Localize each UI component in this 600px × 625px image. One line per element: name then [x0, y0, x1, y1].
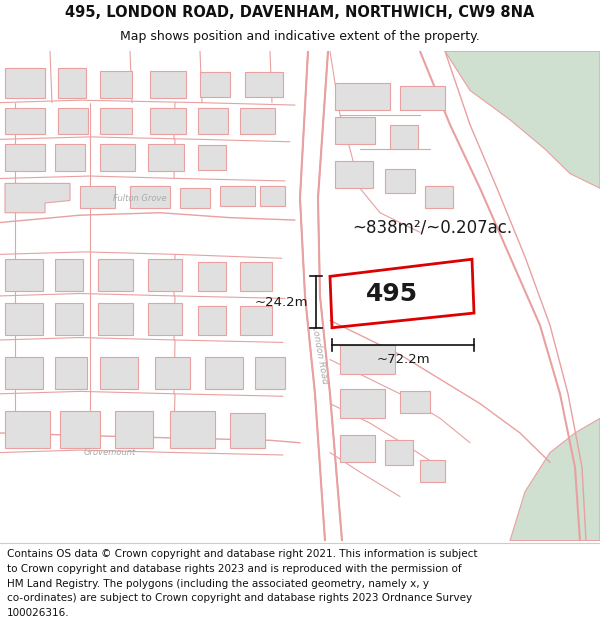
- Bar: [130, 186, 170, 208]
- Text: 100026316.: 100026316.: [7, 608, 70, 618]
- Text: ~72.2m: ~72.2m: [376, 353, 430, 366]
- Bar: [58, 107, 88, 134]
- Bar: [198, 262, 226, 291]
- Text: Fulton Grove: Fulton Grove: [113, 194, 167, 203]
- Text: to Crown copyright and database rights 2023 and is reproduced with the permissio: to Crown copyright and database rights 2…: [7, 564, 462, 574]
- Bar: [55, 357, 87, 389]
- Bar: [5, 107, 45, 134]
- Polygon shape: [445, 51, 600, 188]
- Bar: [100, 71, 132, 98]
- Bar: [55, 303, 83, 335]
- Bar: [340, 436, 375, 462]
- Bar: [240, 107, 275, 134]
- Bar: [100, 357, 138, 389]
- Bar: [5, 259, 43, 291]
- Bar: [60, 411, 100, 447]
- Polygon shape: [510, 418, 600, 541]
- Bar: [155, 357, 190, 389]
- Bar: [100, 107, 132, 134]
- Bar: [220, 186, 255, 206]
- Bar: [198, 306, 226, 335]
- Bar: [5, 411, 50, 447]
- Bar: [385, 440, 413, 465]
- Bar: [400, 86, 445, 110]
- Text: Contains OS data © Crown copyright and database right 2021. This information is : Contains OS data © Crown copyright and d…: [7, 549, 478, 559]
- Bar: [260, 186, 285, 206]
- Bar: [340, 345, 395, 374]
- Bar: [5, 68, 45, 98]
- Bar: [425, 186, 453, 208]
- Bar: [245, 72, 283, 97]
- Bar: [150, 71, 186, 98]
- Bar: [5, 303, 43, 335]
- Text: co-ordinates) are subject to Crown copyright and database rights 2023 Ordnance S: co-ordinates) are subject to Crown copyr…: [7, 593, 472, 603]
- Polygon shape: [5, 183, 70, 213]
- Bar: [55, 259, 83, 291]
- Text: Map shows position and indicative extent of the property.: Map shows position and indicative extent…: [120, 31, 480, 43]
- Bar: [98, 303, 133, 335]
- Bar: [230, 413, 265, 447]
- Bar: [335, 161, 373, 188]
- Text: 495: 495: [366, 282, 418, 306]
- Bar: [335, 118, 375, 144]
- Bar: [80, 186, 115, 208]
- Text: Grovemount: Grovemount: [84, 448, 136, 457]
- Bar: [148, 144, 184, 171]
- Bar: [240, 306, 272, 335]
- Text: ~838m²/~0.207ac.: ~838m²/~0.207ac.: [352, 218, 512, 236]
- Polygon shape: [300, 51, 342, 541]
- Bar: [150, 107, 186, 134]
- Bar: [115, 411, 153, 447]
- Bar: [420, 460, 445, 482]
- Text: 495, LONDON ROAD, DAVENHAM, NORTHWICH, CW9 8NA: 495, LONDON ROAD, DAVENHAM, NORTHWICH, C…: [65, 5, 535, 20]
- Bar: [340, 389, 385, 418]
- Bar: [180, 188, 210, 208]
- Bar: [335, 83, 390, 110]
- Bar: [148, 259, 182, 291]
- Bar: [58, 68, 86, 98]
- Bar: [98, 259, 133, 291]
- Bar: [390, 124, 418, 149]
- Bar: [198, 107, 228, 134]
- Bar: [55, 144, 85, 171]
- Bar: [5, 144, 45, 171]
- Bar: [255, 357, 285, 389]
- Text: HM Land Registry. The polygons (including the associated geometry, namely x, y: HM Land Registry. The polygons (includin…: [7, 579, 429, 589]
- Bar: [148, 303, 182, 335]
- Bar: [240, 262, 272, 291]
- Bar: [200, 72, 230, 97]
- Text: London Road: London Road: [310, 325, 329, 384]
- Bar: [385, 169, 415, 193]
- Bar: [400, 391, 430, 413]
- Bar: [170, 411, 215, 447]
- Text: ~24.2m: ~24.2m: [254, 296, 308, 309]
- Bar: [198, 145, 226, 169]
- Bar: [5, 357, 43, 389]
- Bar: [100, 144, 135, 171]
- Bar: [205, 357, 243, 389]
